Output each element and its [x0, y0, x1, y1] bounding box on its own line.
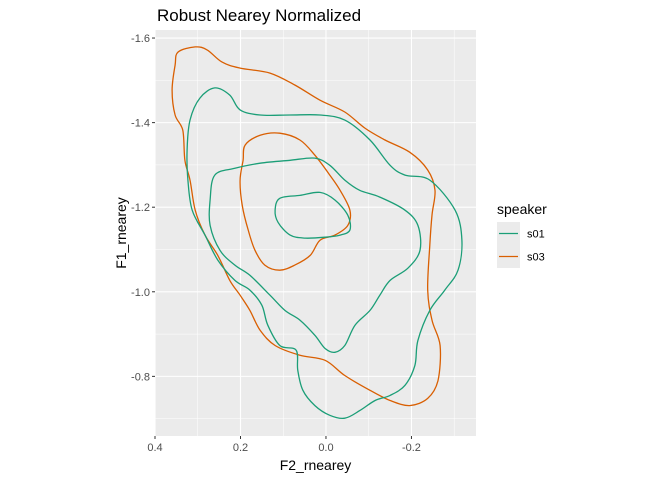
grid [154, 30, 476, 436]
contour-s01-level-1 [186, 87, 463, 420]
legend-label-s01: s01 [527, 229, 545, 241]
y-axis: -1.6 -1.4 -1.2 -1.0 -0.8 [131, 33, 155, 383]
x-axis-title: F2_rnearey [280, 457, 352, 473]
contour-s03-level-1 [171, 46, 442, 407]
chart-title: Robust Nearey Normalized [157, 6, 361, 25]
x-axis: 0.4 0.2 0.0 -0.2 [147, 436, 421, 454]
x-tick-label: 0.4 [147, 442, 162, 454]
y-tick-label: -1.2 [131, 202, 150, 214]
y-tick-label: -0.8 [131, 371, 150, 383]
contours [171, 46, 463, 420]
contour-s03-level-2 [239, 132, 352, 271]
y-tick-label: -1.4 [131, 118, 150, 130]
contour-s01-level-2 [208, 157, 422, 354]
x-tick-label: 0.0 [318, 442, 333, 454]
legend: speaker s01 s03 [497, 201, 547, 268]
y-tick-label: -1.0 [131, 287, 150, 299]
y-axis-title: F1_rnearey [113, 197, 129, 269]
x-tick-label: 0.2 [233, 442, 248, 454]
x-tick-label: -0.2 [402, 442, 421, 454]
legend-title: speaker [497, 201, 547, 217]
y-tick-label: -1.6 [131, 33, 150, 45]
contour-s01-level-3 [274, 191, 352, 239]
legend-label-s03: s03 [527, 252, 545, 264]
